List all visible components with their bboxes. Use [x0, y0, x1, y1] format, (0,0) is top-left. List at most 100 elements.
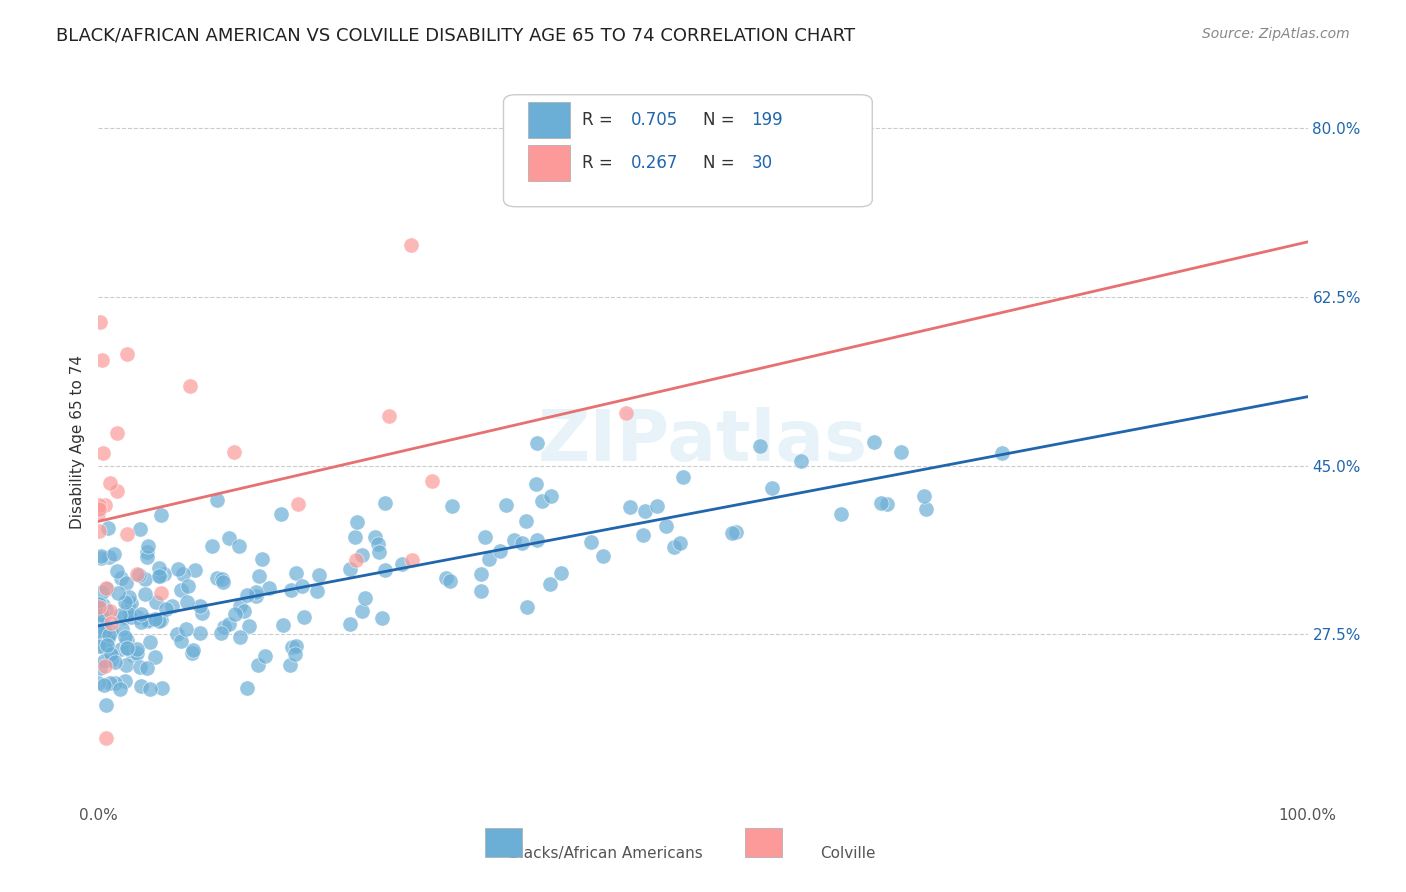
Point	[115, 347, 138, 361]
Point	[201, 539, 224, 553]
Point	[117, 641, 139, 656]
Point	[96, 638, 118, 652]
Point	[721, 525, 744, 540]
FancyBboxPatch shape	[503, 95, 872, 207]
Text: 0.705: 0.705	[630, 111, 678, 129]
Point	[170, 582, 193, 597]
Point	[257, 581, 280, 595]
Point	[474, 530, 496, 544]
Point	[90, 584, 112, 599]
Point	[399, 237, 422, 252]
Point	[87, 624, 110, 639]
Point	[634, 504, 657, 518]
Point	[136, 549, 159, 564]
Point	[136, 614, 159, 628]
Point	[378, 409, 401, 423]
Point	[136, 613, 159, 627]
Point	[188, 599, 211, 614]
Point	[96, 603, 118, 617]
Point	[110, 622, 132, 636]
Point	[211, 575, 233, 590]
Point	[91, 353, 114, 368]
Point	[645, 500, 668, 514]
Text: ZIPatlas: ZIPatlas	[538, 407, 868, 476]
Point	[149, 586, 172, 600]
Point	[246, 657, 269, 672]
Text: Blacks/African Americans: Blacks/African Americans	[509, 847, 703, 861]
Point	[285, 639, 308, 653]
Point	[401, 552, 423, 566]
Point	[346, 515, 368, 529]
Point	[87, 676, 110, 690]
Point	[284, 648, 307, 662]
Point	[96, 582, 118, 597]
Point	[990, 446, 1012, 460]
FancyBboxPatch shape	[485, 828, 522, 857]
Point	[117, 633, 139, 648]
Point	[117, 607, 139, 621]
Point	[98, 603, 121, 617]
Point	[339, 617, 361, 632]
Point	[181, 643, 204, 657]
Point	[139, 635, 162, 649]
Point	[104, 655, 127, 669]
Point	[108, 607, 131, 622]
Point	[129, 660, 152, 674]
Point	[236, 681, 259, 695]
Point	[789, 454, 811, 468]
Point	[90, 615, 112, 630]
Point	[281, 640, 304, 654]
Text: R =: R =	[582, 111, 613, 129]
Point	[278, 657, 301, 672]
Point	[104, 676, 127, 690]
Point	[107, 586, 129, 600]
Point	[515, 514, 537, 528]
Point	[292, 610, 315, 624]
Point	[592, 549, 614, 564]
Point	[135, 545, 157, 559]
Point	[364, 530, 387, 544]
Point	[97, 632, 120, 646]
Point	[218, 531, 240, 545]
Point	[238, 618, 260, 632]
Point	[270, 507, 292, 521]
Point	[654, 519, 676, 533]
Point	[671, 469, 693, 483]
Point	[94, 581, 117, 595]
Point	[94, 641, 117, 656]
Point	[112, 610, 135, 624]
Point	[495, 498, 517, 512]
Text: BLACK/AFRICAN AMERICAN VS COLVILLE DISABILITY AGE 65 TO 74 CORRELATION CHART: BLACK/AFRICAN AMERICAN VS COLVILLE DISAB…	[56, 27, 855, 45]
Point	[87, 507, 110, 521]
Point	[100, 653, 122, 667]
Point	[94, 698, 117, 712]
Point	[91, 607, 114, 622]
Point	[371, 611, 394, 625]
Point	[160, 599, 183, 613]
Point	[105, 564, 128, 578]
Point	[87, 615, 110, 629]
Text: R =: R =	[582, 154, 613, 172]
Point	[114, 658, 136, 673]
Point	[90, 549, 112, 563]
Point	[87, 498, 110, 512]
Point	[114, 575, 136, 590]
Point	[87, 597, 110, 611]
Point	[344, 552, 367, 566]
Y-axis label: Disability Age 65 to 74: Disability Age 65 to 74	[69, 354, 84, 529]
Point	[87, 598, 110, 612]
Point	[98, 475, 121, 490]
Point	[224, 607, 246, 621]
Point	[228, 539, 250, 553]
Point	[118, 590, 141, 604]
Point	[470, 567, 492, 582]
Point	[245, 589, 267, 603]
Point	[254, 648, 277, 663]
Text: 30: 30	[751, 154, 772, 172]
Point	[619, 500, 641, 515]
Point	[205, 493, 228, 508]
Point	[129, 615, 152, 629]
Point	[93, 654, 115, 668]
Point	[524, 477, 547, 491]
Point	[869, 496, 891, 510]
